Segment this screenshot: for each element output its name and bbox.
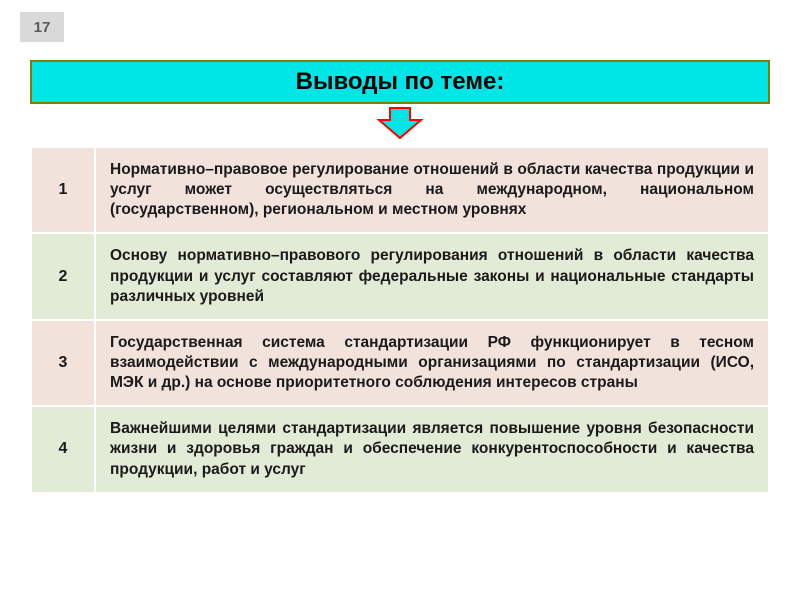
- row-text: Государственная система стандартизации Р…: [96, 321, 768, 405]
- row-text: Нормативно–правовое регулирование отноше…: [96, 148, 768, 232]
- page-number-badge: 17: [20, 12, 64, 42]
- arrow-path: [379, 108, 421, 138]
- table-row: 3 Государственная система стандартизации…: [32, 321, 768, 405]
- arrow-down: [30, 106, 770, 140]
- row-number: 2: [32, 234, 94, 318]
- row-number: 1: [32, 148, 94, 232]
- table-row: 2 Основу нормативно–правового регулирова…: [32, 234, 768, 318]
- slide-title: Выводы по теме:: [30, 60, 770, 104]
- conclusions-table: 1 Нормативно–правовое регулирование отно…: [30, 146, 770, 494]
- row-text: Основу нормативно–правового регулировани…: [96, 234, 768, 318]
- table-row: 1 Нормативно–правовое регулирование отно…: [32, 148, 768, 232]
- row-number: 3: [32, 321, 94, 405]
- arrow-down-icon: [375, 106, 425, 140]
- row-text: Важнейшими целями стандартизации являетс…: [96, 407, 768, 491]
- table-row: 4 Важнейшими целями стандартизации являе…: [32, 407, 768, 491]
- row-number: 4: [32, 407, 94, 491]
